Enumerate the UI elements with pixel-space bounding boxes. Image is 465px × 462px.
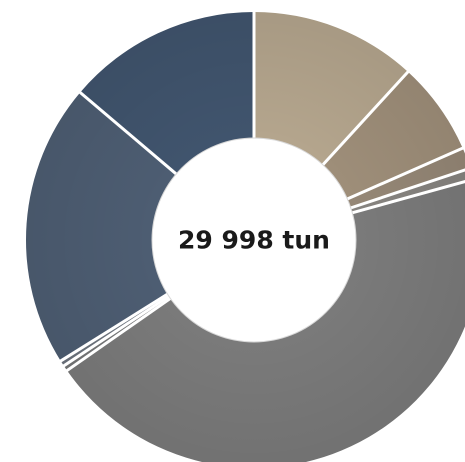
slice-separator-7: [59, 293, 172, 370]
slice-separator-8: [56, 291, 171, 365]
slice-separators: [56, 8, 465, 375]
slice-separator-3: [344, 145, 465, 202]
slice-separator-2: [320, 67, 412, 168]
slice-separator-4: [348, 168, 465, 210]
slice-separator-9: [76, 88, 179, 177]
slice-separator-5: [349, 180, 465, 215]
donut-hole: [151, 137, 357, 343]
slice-separator-6: [62, 296, 173, 375]
center-total-label: 29 998 tun: [178, 226, 330, 255]
